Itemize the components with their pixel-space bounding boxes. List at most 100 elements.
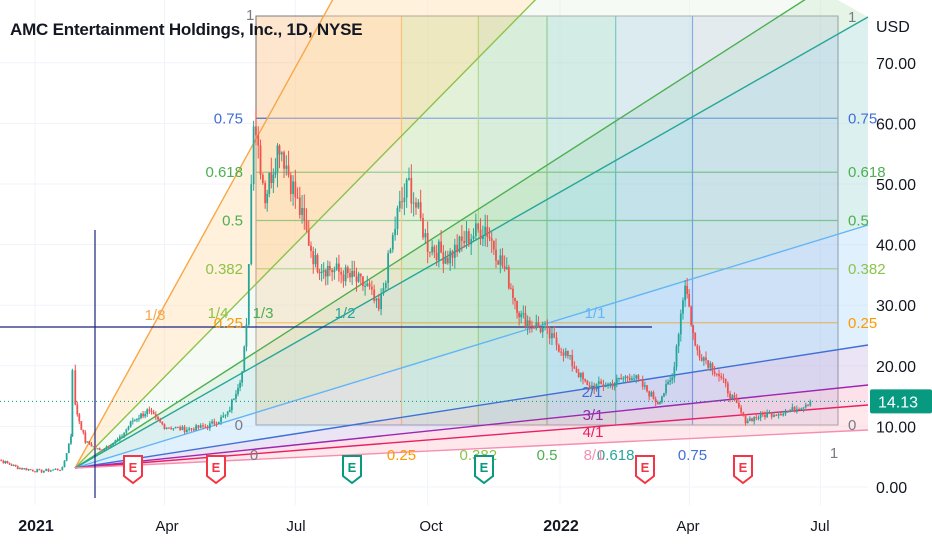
candle-body (213, 421, 216, 424)
earnings-marker: E (474, 455, 494, 485)
price-axis-tick: 60.00 (876, 116, 916, 133)
candle-body (555, 337, 558, 346)
candle-body (575, 368, 578, 373)
candle-body (368, 283, 371, 287)
candle-body (4, 461, 7, 464)
candle-body (720, 376, 723, 378)
price-axis-currency: USD (876, 19, 910, 36)
candle-body (61, 467, 64, 471)
candle-body (696, 345, 699, 351)
candle-body (520, 313, 523, 318)
candle-body (255, 126, 257, 136)
candle-body (82, 429, 85, 433)
candle-body (422, 218, 424, 238)
candle-body (45, 468, 48, 471)
fib-time-label: 0.5 (537, 447, 558, 464)
candle-body (183, 426, 186, 432)
candle-body (560, 351, 563, 353)
candle-body (63, 460, 66, 468)
candle-body (25, 468, 28, 471)
candle-body (528, 320, 531, 326)
candle-body (202, 425, 204, 427)
candle-body (682, 300, 684, 314)
candle-body (761, 413, 764, 415)
candle-body (652, 392, 655, 399)
gann-fan-label: 1/1 (585, 305, 606, 322)
candle-body (101, 450, 103, 452)
gann-fan-line (74, 344, 869, 469)
price-axis-tick: 70.00 (876, 56, 916, 73)
candle-body (531, 325, 533, 327)
fib-level-label: 0.5 (222, 213, 243, 230)
candle-body (163, 424, 166, 429)
candle-body (316, 255, 319, 273)
candle-body (125, 429, 128, 433)
candle-body (757, 417, 760, 419)
candle-body (333, 269, 336, 273)
gann-fan-label: 2/1 (582, 384, 603, 401)
earnings-marker: E (733, 455, 753, 485)
candle-body (702, 357, 705, 361)
candle-body (782, 413, 785, 416)
candle-body (296, 197, 299, 199)
candle-body (364, 285, 367, 287)
candle-body (620, 378, 623, 380)
candle-body (609, 383, 612, 385)
candle-body (389, 249, 392, 254)
candle-body (562, 352, 565, 356)
candle-body (250, 184, 253, 265)
fib-level-label-right: 0.618 (848, 164, 886, 181)
candle-body (463, 240, 466, 244)
candle-body (535, 322, 538, 329)
candle-body (481, 235, 484, 240)
candle-body (18, 467, 21, 470)
candle-body (148, 409, 151, 411)
candle-body (656, 401, 659, 405)
candle-body (431, 246, 434, 253)
candle-body (679, 313, 682, 335)
candle-body (215, 423, 218, 425)
candle-body (208, 423, 211, 429)
candle-body (287, 165, 290, 176)
candle-body (541, 327, 544, 333)
candle-body (499, 255, 502, 265)
candle-body (446, 257, 449, 264)
candle-body (551, 333, 553, 339)
candle-body (426, 233, 429, 252)
candle-body (338, 263, 340, 272)
candle-body (453, 244, 456, 258)
candle-body (648, 391, 651, 397)
candle-body (451, 251, 454, 258)
candle-body (684, 285, 687, 301)
candle-body (646, 385, 648, 392)
candle-body (591, 385, 593, 389)
candle-body (764, 414, 766, 418)
candle-body (465, 231, 468, 244)
candle-body (257, 135, 260, 146)
candle-body (472, 235, 475, 240)
candle-body (94, 446, 97, 449)
candle-body (486, 226, 489, 238)
candle-body (168, 427, 170, 429)
candle-body (34, 471, 36, 473)
candle-body (112, 442, 115, 446)
candle-body (278, 145, 281, 155)
candle-body (274, 171, 277, 175)
candle-body (107, 446, 110, 448)
candle-body (429, 251, 431, 253)
candle-body (233, 398, 235, 400)
candle-body (206, 426, 209, 429)
candle-body (235, 394, 237, 399)
candle-body (118, 436, 121, 440)
candle-body (29, 469, 32, 471)
candle-body (795, 409, 798, 412)
candle-body (809, 401, 812, 406)
candle-body (784, 411, 787, 414)
fib-time-label: 0 (250, 447, 258, 464)
candle-body (686, 285, 689, 294)
candle-body (14, 464, 17, 467)
candle-body (770, 412, 773, 417)
fib-top-label: 1 (246, 7, 254, 24)
